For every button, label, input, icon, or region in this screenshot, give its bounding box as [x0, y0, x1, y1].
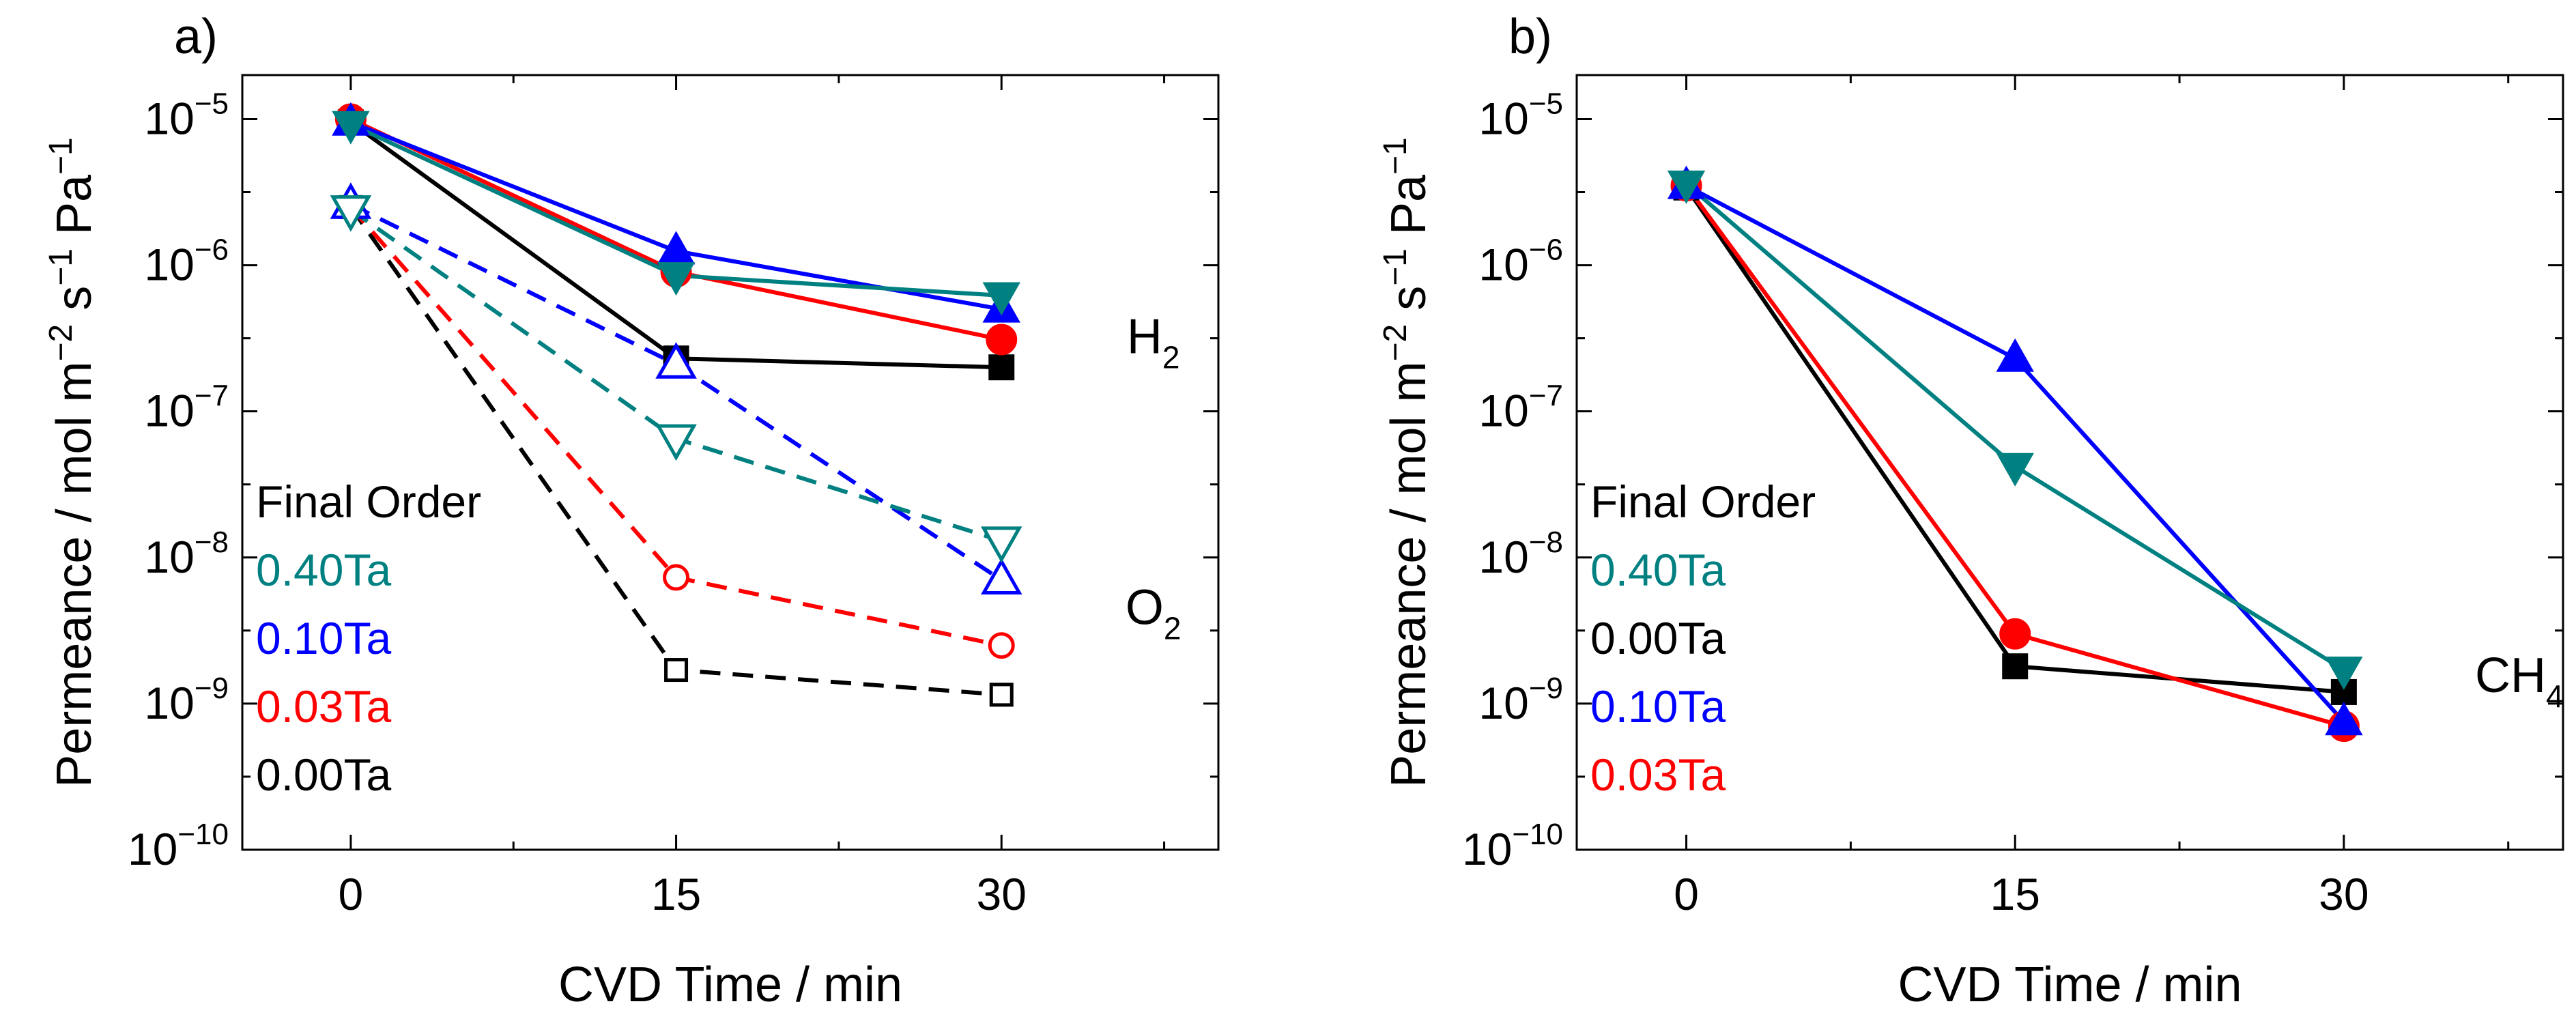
data-point-triangle-down: [982, 282, 1020, 316]
legend-entry: 0.10Ta: [256, 613, 391, 663]
y-axis-title: Permeance / mol m−2 s−1 Pa−1: [43, 137, 102, 788]
legend-entry: 0.00Ta: [1590, 613, 1726, 663]
x-tick-label: 15: [1990, 869, 2040, 919]
gas-label: O2: [1126, 580, 1182, 646]
data-point-triangle-up: [980, 558, 1022, 595]
data-point-triangle-down: [655, 424, 697, 461]
y-tick-label: 10−8: [144, 526, 229, 582]
series-line: [1685, 182, 2345, 672]
y-axis-title: Permeance / mol m−2 s−1 Pa−1: [1377, 137, 1436, 788]
x-tick-label: 15: [651, 869, 701, 919]
panel-b: 10−10 10−9 10−8 10−7 10−6 10−5 0 15 30 CVD Time /…: [1377, 10, 2564, 1012]
data-point-triangle-down: [657, 262, 696, 296]
legend-title: Final Order: [1590, 476, 1816, 527]
y-tick-label: 10−5: [1478, 87, 1563, 143]
data-point-circle: [663, 564, 690, 591]
data-point-square: [664, 658, 689, 683]
legend-entry: 0.03Ta: [1590, 749, 1726, 800]
data-point-triangle-down: [1996, 453, 2034, 487]
y-tick-label: 10−10: [1462, 818, 1563, 874]
data-point-triangle-down: [332, 111, 370, 145]
y-tick-label: 10−9: [1478, 672, 1563, 728]
series-line: [1685, 186, 2345, 694]
data-point-circle: [1999, 618, 2031, 650]
data-point-square: [988, 354, 1015, 381]
legend-title: Final Order: [256, 476, 481, 527]
y-tick-label: 10−8: [1478, 526, 1563, 582]
data-point-triangle-up: [655, 342, 697, 379]
data-point-square: [989, 683, 1014, 707]
data-point-triangle-down: [1667, 170, 1706, 204]
x-tick-label: 0: [339, 869, 364, 919]
legend-entry: 0.00Ta: [256, 749, 391, 800]
plot-frame: [1575, 74, 2564, 851]
series-line: [349, 117, 1002, 342]
panel-letter: b): [1508, 10, 1552, 64]
data-point-triangle-up: [1996, 338, 2034, 372]
y-tick-label: 10−5: [144, 87, 229, 143]
plot-frame: [241, 74, 1220, 851]
x-tick-label: 0: [1674, 869, 1699, 919]
data-point-triangle-up: [2325, 702, 2363, 736]
legend-entry: 0.40Ta: [1590, 545, 1726, 595]
legend-entry: 0.10Ta: [1590, 681, 1726, 732]
data-point-circle: [986, 324, 1018, 356]
y-tick-label: 10−6: [1478, 233, 1563, 290]
x-axis-title: CVD Time / min: [1898, 958, 2242, 1012]
y-tick-label: 10−10: [128, 818, 229, 874]
y-tick-label: 10−7: [1478, 379, 1563, 436]
y-tick-label: 10−7: [144, 379, 229, 436]
data-point-circle: [988, 632, 1015, 659]
x-tick-label: 30: [977, 869, 1027, 919]
panel-a: 10−10 10−9 10−8 10−7 10−6 10−5 0 15 30 CVD Time /…: [43, 10, 1220, 1012]
x-tick-label: 30: [2319, 869, 2369, 919]
data-point-triangle-down: [2325, 656, 2363, 690]
gas-label: CH4: [2475, 648, 2564, 714]
legend-entry: 0.40Ta: [256, 545, 391, 595]
x-axis-title: CVD Time / min: [558, 958, 902, 1012]
data-point-square: [2002, 653, 2029, 680]
data-point-triangle-down: [330, 195, 372, 232]
y-tick-label: 10−9: [144, 672, 229, 728]
panel-letter: a): [174, 10, 218, 64]
y-tick-label: 10−6: [144, 233, 229, 290]
gas-label: H2: [1127, 309, 1180, 375]
data-point-triangle-down: [980, 526, 1022, 563]
legend-entry: 0.03Ta: [256, 681, 391, 732]
